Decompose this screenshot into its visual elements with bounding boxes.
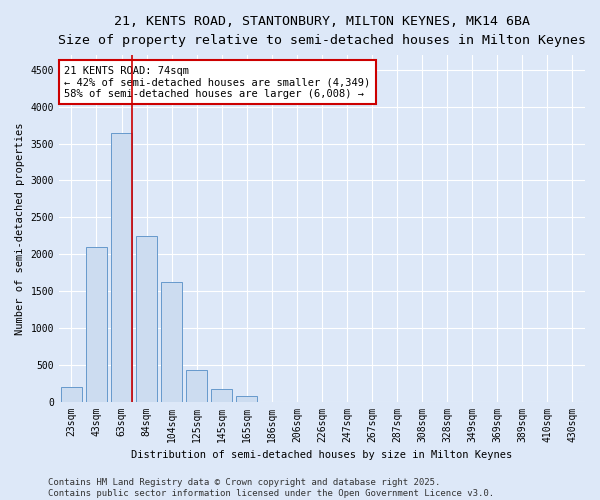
Bar <box>86 247 107 402</box>
Title: 21, KENTS ROAD, STANTONBURY, MILTON KEYNES, MK14 6BA
Size of property relative t: 21, KENTS ROAD, STANTONBURY, MILTON KEYN… <box>58 15 586 47</box>
Bar <box>186 370 208 402</box>
Bar <box>61 387 82 402</box>
Bar <box>236 396 257 402</box>
Y-axis label: Number of semi-detached properties: Number of semi-detached properties <box>15 122 25 334</box>
Text: Contains HM Land Registry data © Crown copyright and database right 2025.
Contai: Contains HM Land Registry data © Crown c… <box>48 478 494 498</box>
X-axis label: Distribution of semi-detached houses by size in Milton Keynes: Distribution of semi-detached houses by … <box>131 450 512 460</box>
Bar <box>111 132 132 402</box>
Text: 21 KENTS ROAD: 74sqm
← 42% of semi-detached houses are smaller (4,349)
58% of se: 21 KENTS ROAD: 74sqm ← 42% of semi-detac… <box>64 66 370 98</box>
Bar <box>136 236 157 402</box>
Bar <box>161 282 182 402</box>
Bar <box>211 389 232 402</box>
